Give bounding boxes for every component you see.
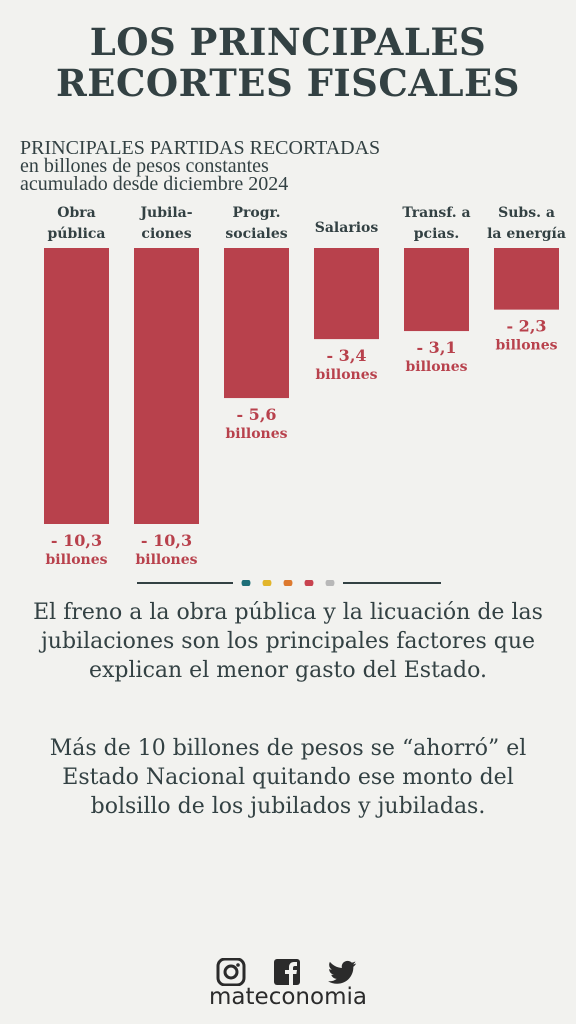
unit-label-0: billones xyxy=(45,552,107,568)
category-label-1-1: ciones xyxy=(141,226,191,242)
divider-dots xyxy=(241,580,335,586)
unit-label-1: billones xyxy=(135,552,197,568)
category-label-1-0: Jubila- xyxy=(138,205,192,221)
unit-label-4: billones xyxy=(405,359,467,375)
page-title: LOS PRINCIPALES RECORTES FISCALES xyxy=(0,22,576,104)
category-label-2-1: sociales xyxy=(225,226,287,242)
bar-4 xyxy=(404,248,469,332)
divider-dot-2 xyxy=(283,580,293,586)
bar-chart: Obra pública - 10,3 billones Jubila-ciones - … xyxy=(44,205,566,568)
unit-label-5: billones xyxy=(495,338,557,354)
title-line-2: RECORTES FISCALES xyxy=(56,61,520,105)
body-paragraph-1: El freno a la obra pública y la licuació… xyxy=(33,600,543,683)
category-label-5-0: Subs. a xyxy=(498,205,555,221)
category-label-0-1: pública xyxy=(48,226,106,242)
divider xyxy=(137,580,441,586)
chart-unit-note: en billones de pesos constantes xyxy=(20,155,269,177)
category-label-2-0: Progr. xyxy=(233,205,281,221)
facebook-icon[interactable] xyxy=(274,959,300,985)
category-label-4-0: Transf. a xyxy=(402,205,470,221)
category-label-0-0: Obra xyxy=(57,205,95,221)
divider-dot-1 xyxy=(262,580,272,586)
unit-label-3: billones xyxy=(315,367,377,383)
unit-label-2: billones xyxy=(225,426,287,442)
bar-0 xyxy=(44,248,109,524)
value-label-1: - 10,3 xyxy=(141,531,192,550)
title-line-1: LOS PRINCIPALES xyxy=(89,20,487,64)
value-label-5: - 2,3 xyxy=(506,317,546,336)
body-paragraph-2: Más de 10 billones de pesos se “ahorró” … xyxy=(49,736,527,819)
instagram-icon[interactable] xyxy=(216,958,246,986)
value-label-0: - 10,3 xyxy=(51,531,102,550)
divider-dot-0 xyxy=(241,580,251,586)
bar-5 xyxy=(494,248,559,310)
chart-subtitle: PRINCIPALES PARTIDAS RECORTADAS en billo… xyxy=(20,137,381,195)
social-links xyxy=(216,958,357,986)
chart-title: PRINCIPALES PARTIDAS RECORTADAS xyxy=(20,137,381,159)
category-label-4-1: pcias. xyxy=(414,226,459,242)
category-label-5-1: la energía xyxy=(487,226,566,242)
value-label-2: - 5,6 xyxy=(236,405,276,424)
value-label-4: - 3,1 xyxy=(416,338,456,357)
bar-2 xyxy=(224,248,289,399)
divider-dot-3 xyxy=(304,580,314,586)
value-label-3: - 3,4 xyxy=(326,346,366,365)
bar-1 xyxy=(134,248,199,524)
chart-period-note: acumulado desde diciembre 2024 xyxy=(20,173,289,195)
twitter-icon[interactable] xyxy=(328,960,357,984)
category-label-3-0: Salarios xyxy=(315,220,379,236)
bar-3 xyxy=(314,248,379,340)
divider-dot-4 xyxy=(325,580,335,586)
brand-logo: mateconomia xyxy=(209,984,367,1010)
